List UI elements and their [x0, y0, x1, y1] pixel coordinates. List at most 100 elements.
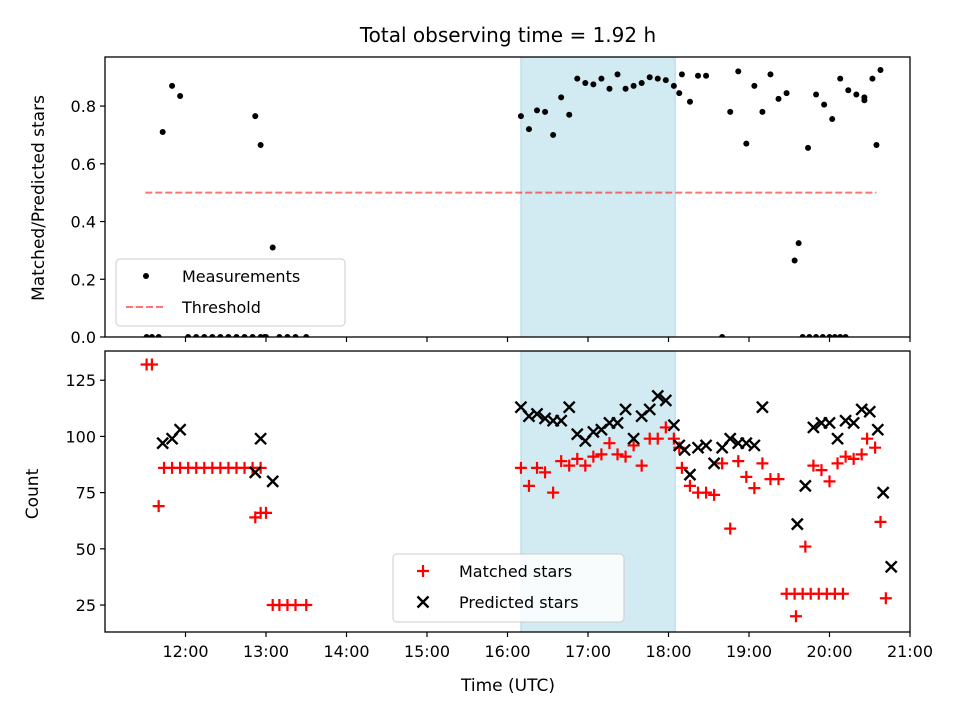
matched-star-point	[724, 522, 737, 535]
matched-star-point	[563, 459, 576, 472]
measurement-point	[813, 334, 820, 337]
measurement-point	[148, 334, 155, 337]
legend-label: Measurements	[182, 267, 300, 286]
matched-star-point	[756, 457, 769, 470]
legend-marker-measurements	[143, 273, 149, 279]
measurement-point	[695, 72, 702, 79]
predicted-star-point	[266, 475, 280, 488]
measurement-point	[703, 72, 710, 79]
measurement-point	[558, 94, 565, 101]
x-tick-label: 16:00	[484, 642, 530, 661]
measurement-point	[566, 111, 573, 118]
predicted-star-point	[554, 414, 568, 428]
predicted-star-point	[562, 400, 576, 414]
y-tick-label: 125	[65, 371, 96, 390]
matched-star-point	[152, 500, 165, 513]
plot-area	[140, 358, 898, 623]
measurement-point	[534, 107, 541, 114]
matched-star-point	[836, 587, 849, 600]
legend-label: Predicted stars	[459, 593, 579, 612]
measurement-point	[646, 74, 653, 81]
predicted-star-point	[831, 432, 844, 446]
matched-star-point	[651, 432, 664, 445]
predicted-star-point	[651, 389, 665, 403]
matched-star-point	[289, 599, 302, 612]
predicted-star-point	[790, 517, 804, 531]
legend-label: Matched stars	[459, 562, 572, 581]
y-tick-label: 25	[76, 596, 96, 615]
legend-marker-predicted	[416, 595, 430, 609]
matched-star-point	[300, 599, 313, 612]
measurement-point	[795, 240, 802, 247]
matched-star-point	[619, 450, 632, 463]
matched-star-point	[823, 475, 836, 488]
measurement-point	[257, 142, 264, 149]
measurement-point	[525, 126, 532, 133]
legend-box	[115, 258, 346, 327]
predicted-star-point	[678, 443, 691, 457]
y-tick-label: 100	[65, 427, 96, 446]
measurement-point	[517, 113, 524, 120]
x-tick-label: 19:00	[726, 642, 772, 661]
measurement-point	[861, 94, 868, 101]
matched-star-point	[627, 439, 640, 452]
predicted-star-point	[611, 416, 624, 430]
matched-star-point	[531, 461, 544, 474]
predicted-star-point	[756, 400, 769, 414]
measurement-point	[821, 101, 828, 108]
predicted-star-point	[683, 468, 697, 481]
matched-star-point	[831, 457, 844, 470]
predicted-star-point	[659, 394, 673, 407]
measurement-point	[217, 334, 224, 337]
predicted-star-point	[847, 416, 860, 430]
bottom-y-axis-label: Count	[23, 468, 43, 519]
predicted-star-point	[863, 405, 877, 419]
measurement-point	[831, 334, 838, 337]
measurement-point	[606, 85, 613, 92]
predicted-star-point	[723, 432, 737, 446]
predicted-star-point	[707, 457, 721, 470]
matched-star-point	[740, 470, 753, 483]
measurement-point	[177, 92, 184, 99]
measurement-point	[873, 142, 880, 149]
measurement-point	[829, 116, 836, 123]
x-tick-label: 13:00	[243, 642, 289, 661]
x-tick-label: 21:00	[887, 642, 933, 661]
x-tick-label: 15:00	[404, 642, 450, 661]
measurement-point	[630, 82, 637, 89]
measurement-point	[676, 90, 683, 97]
x-tick-label: 14:00	[323, 642, 369, 661]
measurement-point	[614, 71, 621, 78]
matched-star-point	[861, 432, 874, 445]
matched-star-point	[145, 358, 158, 371]
measurement-point	[670, 82, 677, 89]
measurement-point	[598, 75, 605, 82]
matched-star-point	[260, 506, 272, 519]
predicted-star-point	[884, 560, 898, 574]
matched-star-point	[855, 448, 868, 461]
matched-star-point	[603, 437, 616, 450]
measurement-point	[201, 334, 208, 337]
y-tick-label: 0.4	[71, 213, 96, 232]
measurement-point	[853, 91, 860, 98]
y-tick-label: 50	[76, 540, 96, 559]
legend-label: Threshold	[181, 298, 261, 317]
predicted-star-point	[807, 421, 820, 434]
measurement-point	[826, 334, 833, 337]
observing-interval-shade	[520, 56, 676, 338]
measurement-point	[662, 77, 669, 84]
y-tick-label: 0.2	[71, 270, 96, 289]
legend-marker-matched	[417, 565, 429, 577]
x-tick-label: 17:00	[565, 642, 611, 661]
matched-star-point	[732, 455, 745, 468]
measurement-point	[678, 71, 685, 78]
predicted-star-point	[699, 439, 713, 452]
matched-star-point	[772, 473, 785, 486]
predicted-star-point	[871, 423, 885, 437]
measurement-point	[233, 334, 240, 337]
matched-star-point	[667, 432, 680, 445]
measurement-point	[241, 334, 248, 337]
measurement-point	[791, 257, 798, 264]
predicted-star-point	[643, 403, 657, 416]
predicted-star-point	[823, 416, 836, 430]
